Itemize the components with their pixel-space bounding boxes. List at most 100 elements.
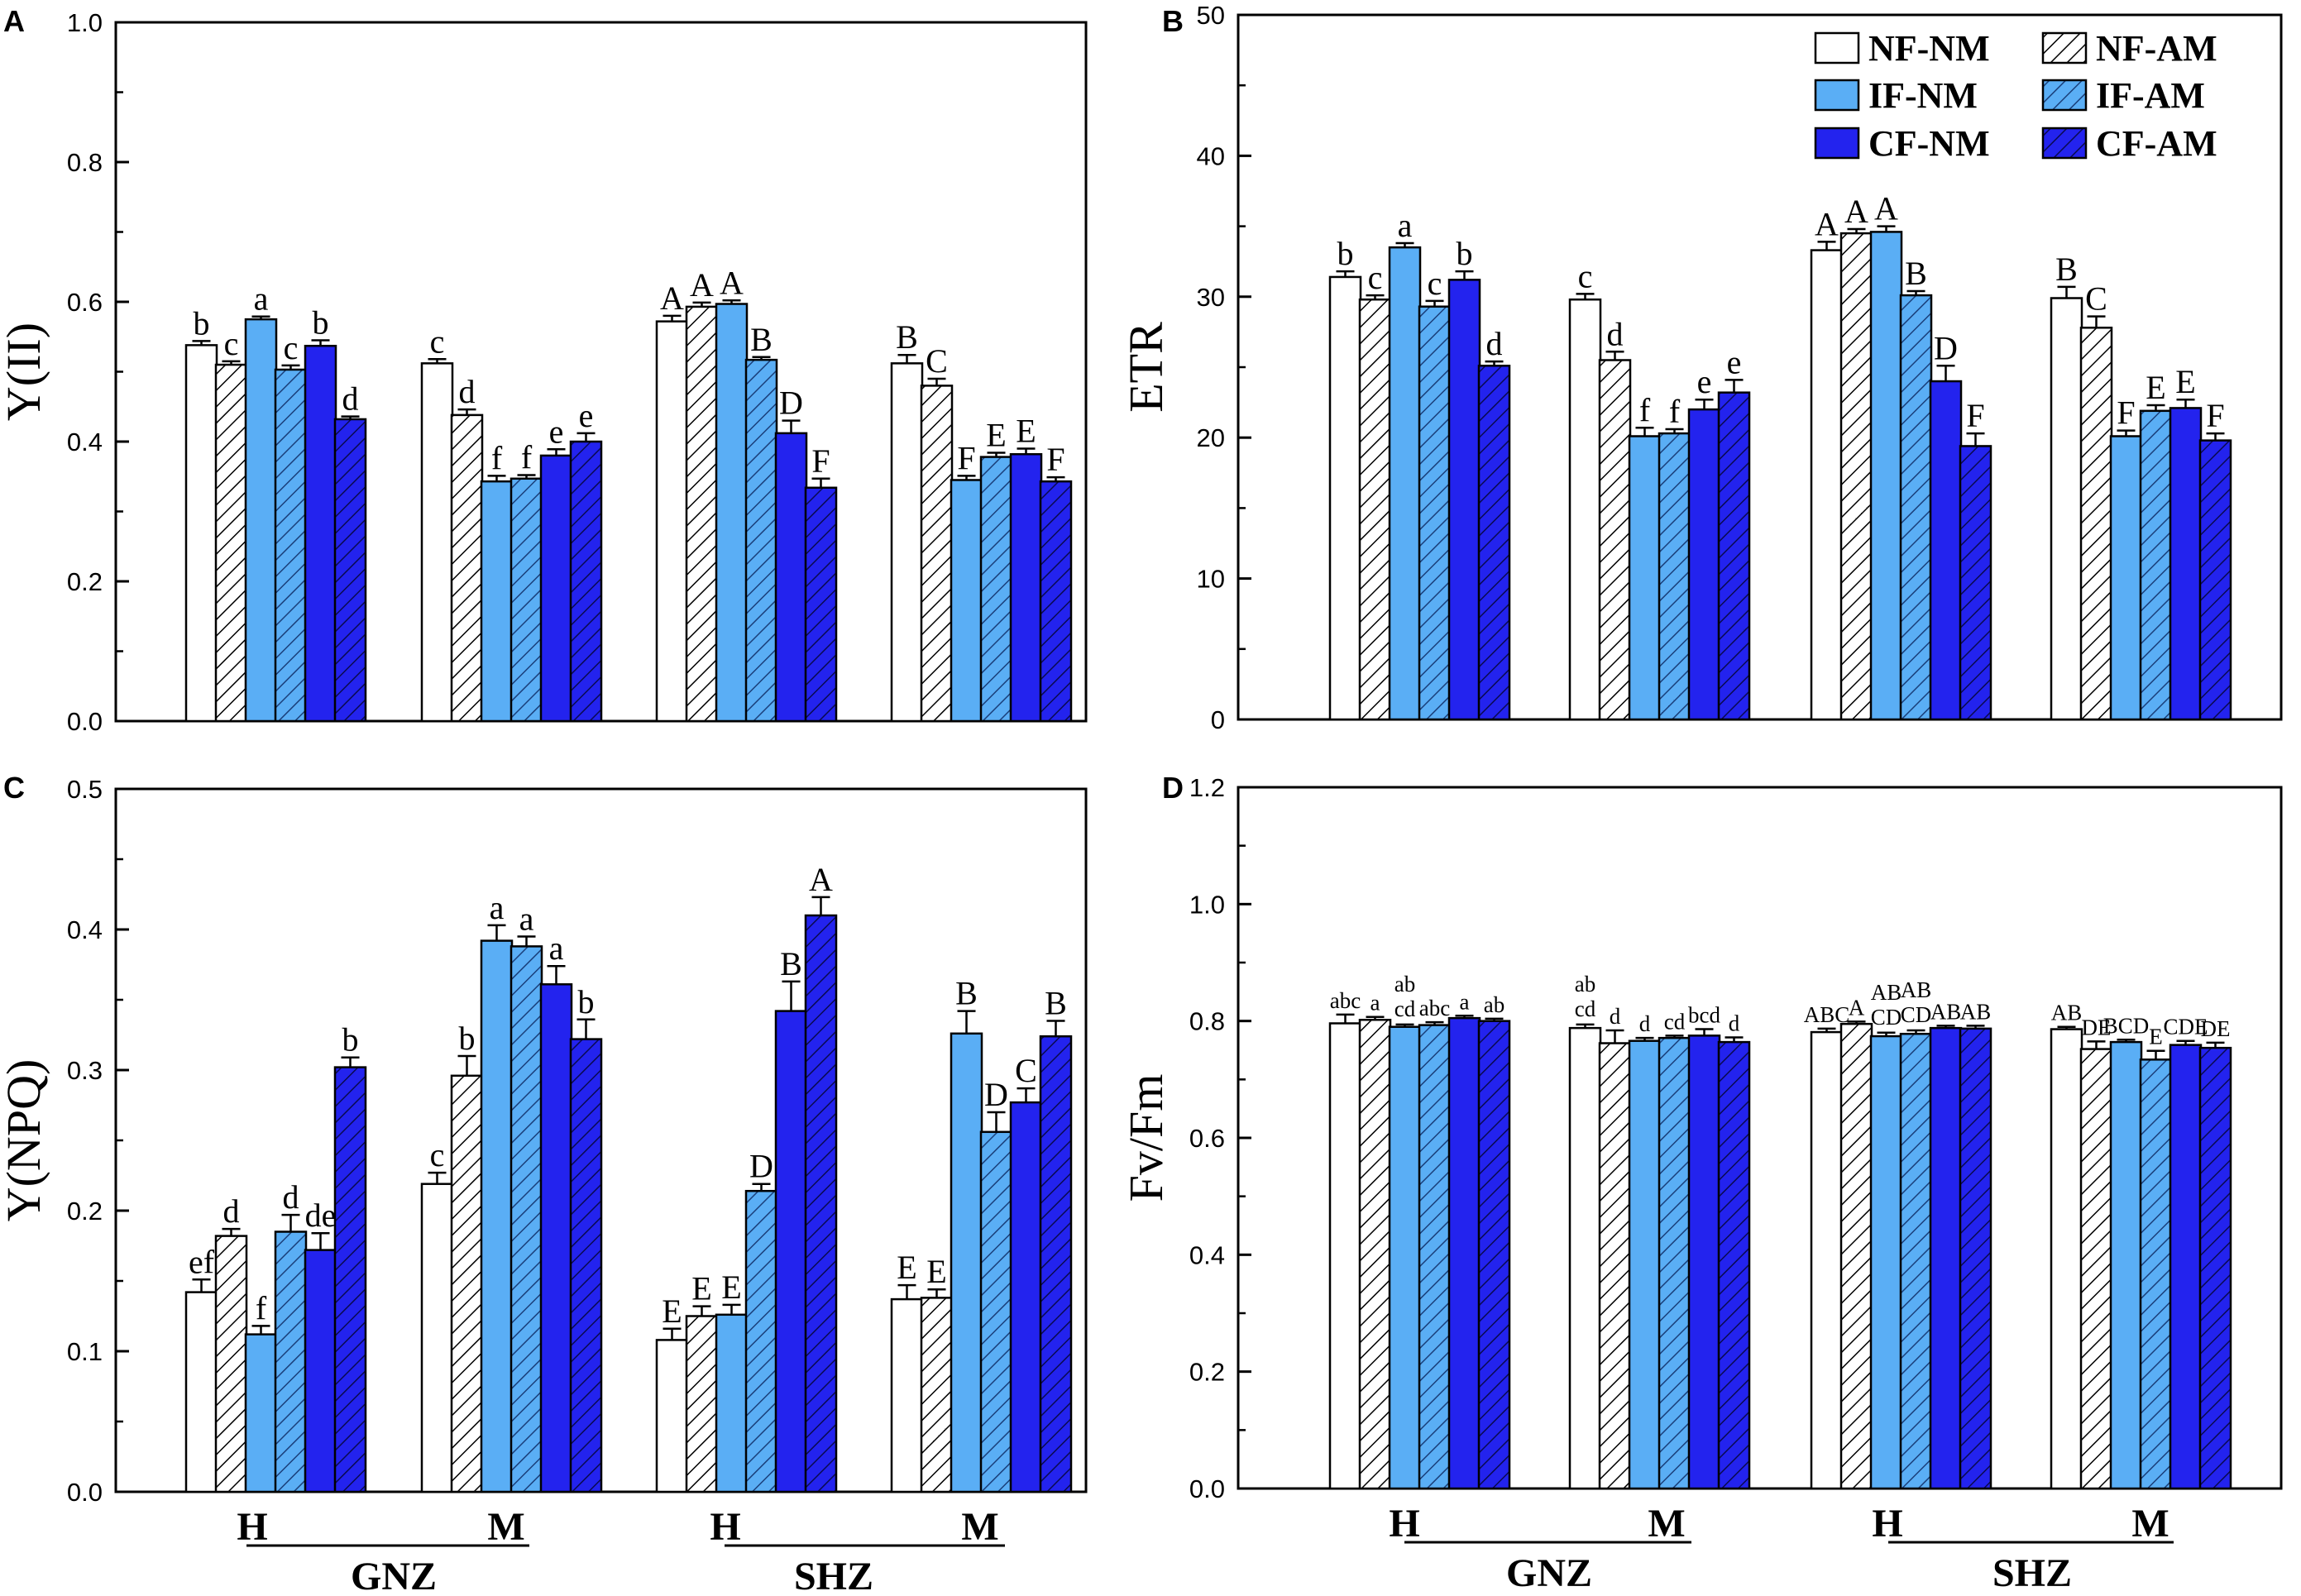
significance-letter: B (1905, 255, 1927, 292)
bar-cf-am (333, 418, 367, 723)
significance-letter-line: AB (1901, 977, 1932, 1002)
significance-letter: D (984, 1076, 1008, 1113)
bar-cf-nm (539, 454, 573, 723)
bar-cf-nm (774, 1010, 808, 1493)
bar-nf-nm (655, 320, 689, 723)
bar-cf-nm (1687, 1035, 1721, 1490)
bar-cf-nm (304, 344, 337, 723)
significance-letter: E (926, 1253, 946, 1290)
significance-letter: d (459, 373, 476, 410)
legend-swatch-if-am (2041, 79, 2088, 112)
significance-letter: A (1815, 205, 1839, 242)
bar-nf-nm (2050, 297, 2083, 721)
significance-letter: f (1669, 393, 1681, 430)
bar-if-am (1899, 294, 1933, 721)
bar-nf-am (1358, 298, 1392, 721)
significance-letter: ef (189, 1243, 215, 1280)
bar-nf-am (214, 1235, 248, 1493)
significance-letter-line: CD (1871, 1005, 1902, 1030)
bar-if-am (2139, 409, 2173, 721)
significance-letter: c (1578, 257, 1593, 294)
panel-letter: D (1162, 771, 1184, 805)
bar-nf-am (1598, 359, 1632, 721)
significance-letter: E (986, 417, 1006, 454)
y-tick-label: 1.0 (67, 8, 103, 37)
significance-letter: D (779, 385, 803, 422)
bar-nf-nm (655, 1339, 689, 1493)
significance-letter-line: cd (1575, 996, 1596, 1021)
x-subgroup-label: H (1872, 1502, 1902, 1546)
significance-letter: DE (2082, 1015, 2112, 1039)
significance-letter: C (1015, 1052, 1037, 1089)
significance-letter: d (283, 1178, 299, 1216)
x-site-label: SHZ (794, 1555, 873, 1596)
significance-letter: d (342, 380, 359, 418)
bar-if-nm (1869, 231, 1903, 721)
significance-letter: E (721, 1269, 741, 1306)
significance-letter-line: AB (1871, 980, 1902, 1005)
significance-letter: F (1966, 397, 1984, 434)
significance-letter: E (2149, 1025, 2163, 1049)
significance-letter: E (2175, 363, 2195, 400)
legend-label-nf-nm: NF-NM (1868, 28, 1990, 69)
x-subgroup-label: H (1389, 1502, 1419, 1546)
significance-letter: B (2055, 251, 2078, 288)
bar-if-nm (2109, 435, 2143, 721)
bar-nf-am (920, 1297, 954, 1493)
bar-nf-am (685, 1315, 719, 1493)
significance-letter: D (1934, 329, 1958, 366)
panel-letter: A (3, 4, 25, 38)
panel-letter: C (3, 771, 25, 805)
y-tick-label: 0.4 (1189, 1240, 1225, 1269)
significance-letter: B (780, 945, 802, 982)
significance-letter: A (1874, 190, 1898, 227)
y-tick-label: 0.4 (67, 428, 103, 456)
bar-if-am (509, 477, 543, 723)
x-site-label: GNZ (351, 1555, 437, 1596)
x-site-label: GNZ (1506, 1551, 1592, 1595)
bar-cf-nm (304, 1249, 337, 1493)
x-subgroup-label: H (237, 1505, 267, 1549)
significance-letter: B (896, 318, 918, 356)
y-tick-label: 0.0 (67, 707, 103, 736)
bar-nf-nm (1328, 275, 1362, 721)
significance-letter: E (1016, 412, 1036, 449)
significance-letter: d (1610, 1004, 1621, 1029)
legend-label-cf-nm: CF-NM (1868, 123, 1990, 164)
significance-letter: a (519, 901, 534, 938)
bar-cf-am (1959, 445, 1992, 721)
significance-letter: AB (2051, 1001, 2083, 1025)
significance-letter: a (254, 280, 269, 318)
significance-letter: c (430, 1136, 445, 1173)
bar-if-nm (1628, 435, 1662, 721)
legend: NF-NM NF-AM IF-NM IF-AM CF-NM CF-AM (1814, 28, 2217, 164)
significance-letter: d (223, 1192, 240, 1230)
bar-nf-nm (1328, 1022, 1362, 1490)
significance-letter: d (1486, 325, 1503, 362)
bar-cf-am (2198, 1046, 2232, 1490)
bar-cf-nm (1929, 380, 1963, 721)
y-tick-label: 40 (1197, 141, 1225, 170)
x-subgroup-label: M (2131, 1502, 2169, 1546)
significance-letter: C (2085, 280, 2107, 318)
bar-nf-nm (1810, 1030, 1844, 1490)
significance-letter: AB (1960, 999, 1992, 1024)
y-axis-title: Y(NPQ) (0, 1059, 50, 1222)
bar-if-am (1899, 1032, 1933, 1490)
y-tick-label: 10 (1197, 565, 1225, 594)
significance-letter: ab cd (1394, 972, 1416, 1021)
significance-letter: b (313, 303, 329, 341)
significance-letter: E (662, 1293, 682, 1330)
bar-nf-am (450, 413, 484, 723)
y-tick-label: 0.2 (1189, 1358, 1225, 1387)
significance-letter: a (549, 929, 564, 967)
bar-nf-am (450, 1074, 484, 1493)
significance-letter: F (2117, 394, 2135, 432)
significance-letter: b (194, 304, 210, 342)
y-tick-label: 50 (1197, 1, 1225, 30)
y-axis-title: ETR (1119, 322, 1173, 413)
significance-letter: F (957, 439, 975, 476)
bar-if-am (1658, 432, 1691, 721)
bar-cf-nm (1009, 452, 1043, 723)
